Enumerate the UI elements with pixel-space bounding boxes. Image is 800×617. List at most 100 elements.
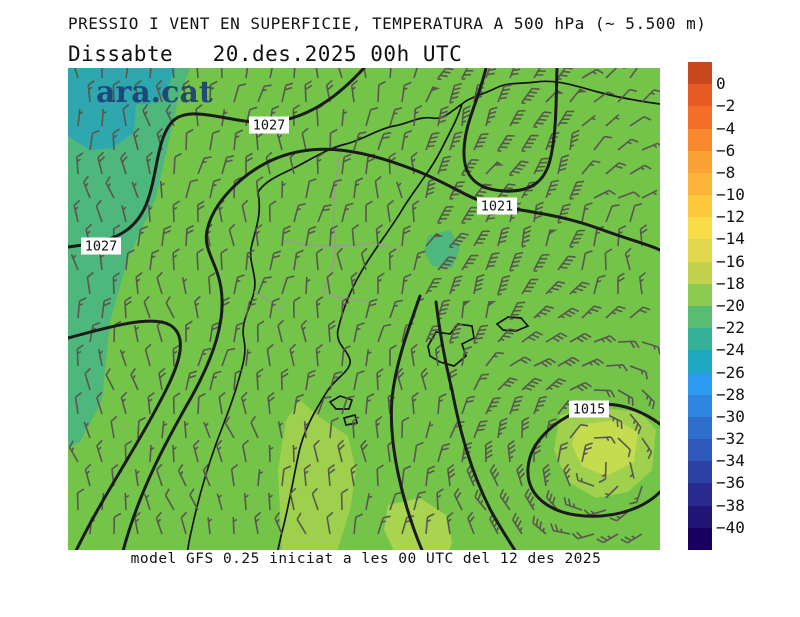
wind-barb xyxy=(545,229,551,247)
wind-barb xyxy=(550,523,571,535)
wind-barb xyxy=(497,226,510,247)
wind-barb xyxy=(315,68,319,79)
wind-barb xyxy=(177,464,187,487)
wind-barb xyxy=(581,202,593,223)
wind-barb xyxy=(185,370,198,391)
wind-barb xyxy=(617,437,632,458)
colorbar-tick-label: −36 xyxy=(716,473,745,493)
wind-barb xyxy=(135,272,143,295)
coastline xyxy=(257,103,463,193)
wind-barb xyxy=(473,230,490,247)
wind-barb xyxy=(629,413,642,435)
wind-barb xyxy=(411,392,419,415)
colorbar-tick-label: −18 xyxy=(716,273,745,293)
wind-barb xyxy=(216,493,223,511)
wind-barb xyxy=(137,416,146,439)
wind-barb xyxy=(425,277,442,295)
wind-barb xyxy=(425,132,440,151)
isobar-label-1021: 1021 xyxy=(481,199,514,215)
wind-barb xyxy=(377,272,385,294)
wind-barb xyxy=(112,128,120,151)
wind-barb xyxy=(350,463,358,487)
wind-barb xyxy=(315,296,324,319)
wind-barb xyxy=(137,225,148,247)
wind-barb xyxy=(352,416,360,439)
wind-barb xyxy=(353,322,365,343)
wind-barb xyxy=(461,105,471,127)
wind-barb xyxy=(629,115,652,127)
wind-barb xyxy=(196,68,199,79)
wind-barb xyxy=(221,155,234,175)
wind-barb xyxy=(329,128,338,151)
wind-barb xyxy=(425,421,434,439)
wind-barb xyxy=(497,377,518,391)
wind-barb xyxy=(257,469,264,487)
colorbar-tick-label: −34 xyxy=(716,451,745,471)
wind-barb xyxy=(281,180,287,199)
wind-barb xyxy=(593,389,616,398)
wind-barb xyxy=(484,440,493,463)
wind-barb xyxy=(74,391,82,415)
wind-barb xyxy=(461,68,474,80)
wind-barb xyxy=(569,423,589,439)
wind-barb xyxy=(341,395,355,415)
wind-barb xyxy=(593,91,615,103)
wind-barb xyxy=(233,321,245,343)
wind-barb xyxy=(255,223,263,247)
wind-barb xyxy=(172,344,181,367)
wind-barb xyxy=(305,225,317,247)
wind-barb xyxy=(401,273,412,295)
wind-barb xyxy=(569,281,590,295)
wind-barb xyxy=(524,488,535,511)
wind-barb xyxy=(365,200,373,222)
wind-barb xyxy=(437,106,449,127)
weather-map: 1027 1027 1021 1015 ara.cat xyxy=(68,68,660,550)
province-line xyxy=(253,291,285,313)
wind-barb xyxy=(77,109,84,127)
wind-barb xyxy=(569,381,592,392)
wind-barb xyxy=(242,439,250,463)
wind-barb xyxy=(268,492,273,511)
wind-barb xyxy=(638,271,647,295)
wind-barb xyxy=(73,199,81,223)
wind-barb xyxy=(569,180,585,200)
wind-barb xyxy=(82,175,91,199)
datetime-line: Dissabte 20.des.2025 00h UTC xyxy=(68,42,463,66)
wind-barb xyxy=(293,68,296,79)
isobar-1018 xyxy=(389,294,424,550)
wind-barb xyxy=(545,378,567,391)
wind-barb xyxy=(171,68,175,79)
wind-barb xyxy=(509,301,526,320)
wind-barb xyxy=(641,142,660,151)
wind-barb xyxy=(629,306,651,319)
wind-barb xyxy=(341,202,354,223)
wind-barb xyxy=(605,68,626,79)
wind-barb xyxy=(269,297,280,319)
wind-barb xyxy=(281,465,292,487)
wind-barb xyxy=(389,344,397,366)
wind-barb xyxy=(149,444,155,463)
wind-barb xyxy=(329,417,339,439)
wind-barb xyxy=(274,511,283,535)
wind-barb xyxy=(281,82,294,103)
wind-barb xyxy=(533,68,548,79)
wind-barb xyxy=(149,68,152,79)
wind-barb xyxy=(569,129,580,151)
wind-barb xyxy=(461,254,479,271)
wind-barb xyxy=(243,492,249,511)
wind-barb xyxy=(516,463,526,487)
colorbar-tick-label: 0 xyxy=(716,74,726,94)
wind-barb xyxy=(147,392,155,415)
island-outline xyxy=(342,413,359,426)
wind-barb xyxy=(532,515,547,535)
wind-barb xyxy=(434,343,443,367)
wind-barb xyxy=(467,511,475,535)
wind-barb xyxy=(353,513,364,535)
wind-barb xyxy=(277,319,285,343)
colorbar-segment xyxy=(688,439,712,462)
wind-barb xyxy=(267,391,275,415)
wind-barb xyxy=(86,271,94,295)
mild-patch-valencia xyxy=(278,400,356,550)
wind-barb xyxy=(425,232,438,247)
wind-barb xyxy=(605,162,627,175)
